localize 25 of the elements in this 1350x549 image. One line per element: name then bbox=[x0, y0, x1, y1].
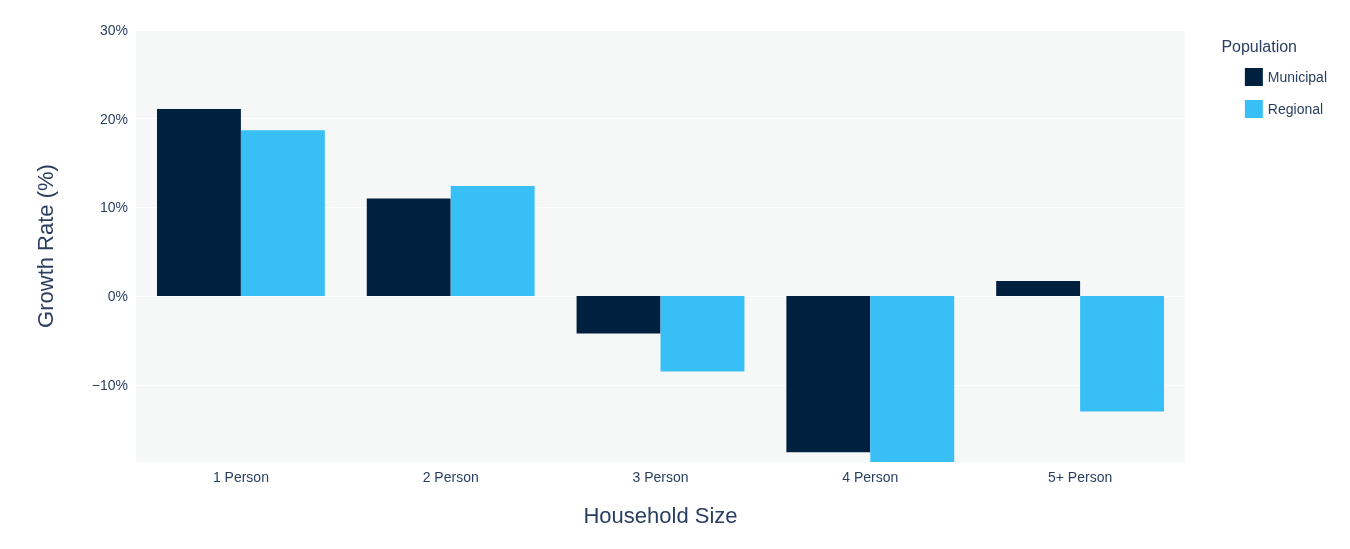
bar bbox=[870, 296, 955, 462]
legend-title: Population bbox=[1221, 37, 1298, 55]
legend-label: Regional bbox=[1267, 101, 1324, 117]
x-tick-label: 1 Person bbox=[212, 469, 269, 485]
y-tick-label: 30% bbox=[99, 22, 128, 38]
bar bbox=[1080, 296, 1165, 412]
y-tick-label: 10% bbox=[99, 199, 128, 216]
x-axis-title: Household Size bbox=[583, 502, 738, 528]
y-axis-title: Growth Rate (%) bbox=[32, 164, 58, 328]
bar bbox=[996, 281, 1081, 297]
bar bbox=[240, 130, 325, 297]
y-tick-label: −10% bbox=[91, 376, 128, 393]
bar bbox=[786, 296, 871, 453]
bar bbox=[450, 186, 535, 297]
bar bbox=[366, 198, 451, 297]
bar bbox=[156, 108, 241, 297]
x-tick-label: 5+ Person bbox=[1047, 469, 1113, 485]
x-tick-label: 4 Person bbox=[842, 469, 899, 485]
x-tick-label: 3 Person bbox=[632, 469, 689, 485]
y-tick-label: 0% bbox=[107, 288, 128, 305]
legend-label: Municipal bbox=[1267, 69, 1327, 85]
y-tick-label: 20% bbox=[99, 110, 128, 127]
bar bbox=[576, 296, 661, 334]
x-tick-label: 2 Person bbox=[422, 469, 479, 485]
bar bbox=[660, 296, 745, 372]
